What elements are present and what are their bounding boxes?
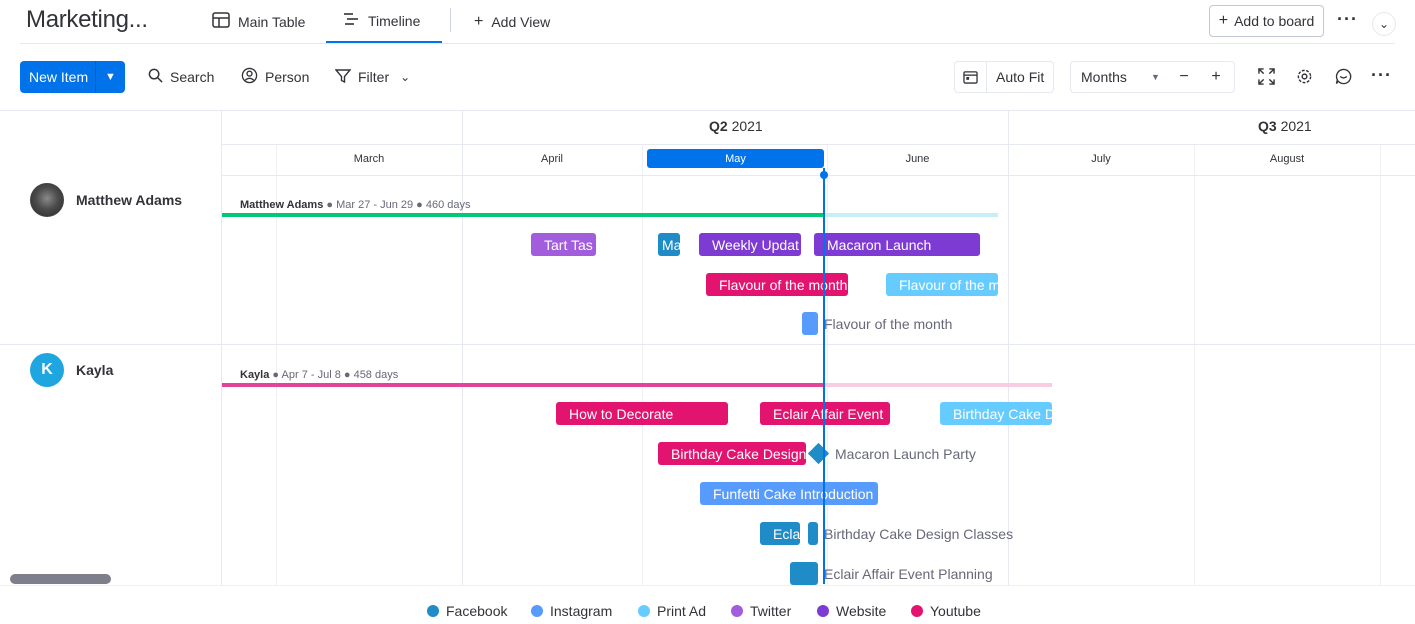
person-row-header[interactable]: K Kayla <box>30 353 113 387</box>
legend-item-print-ad: Print Ad <box>638 603 706 619</box>
zoom-out-button[interactable]: − <box>1179 68 1189 85</box>
chevron-down-icon[interactable]: ⌄ <box>400 70 411 84</box>
group-span-bar-future <box>824 383 1052 387</box>
header-divider <box>20 43 1395 44</box>
legend-item-website: Website <box>817 603 886 619</box>
legend-dot <box>531 605 543 617</box>
caret-down-icon[interactable]: ▼ <box>1151 72 1160 82</box>
timeline-item[interactable]: Tart Tas <box>531 233 596 256</box>
timeline-item-marker[interactable] <box>790 562 818 585</box>
timeline-item[interactable]: Macaron Launch <box>814 233 980 256</box>
tab-label: Main Table <box>238 13 306 30</box>
avatar: K <box>30 353 64 387</box>
timeline-item[interactable]: How to Decorate <box>556 402 728 425</box>
timeline-icon <box>342 11 360 30</box>
group-span-bar <box>222 213 824 217</box>
timeline-item-label: Birthday Cake Design Classes <box>824 526 1014 542</box>
timeline-item[interactable]: Birthday Cake D <box>940 402 1052 425</box>
toolbar-divider <box>0 110 1415 111</box>
legend-item-instagram: Instagram <box>531 603 612 619</box>
zoom-select[interactable]: Months ▼ − + <box>1070 61 1235 93</box>
group-summary: Matthew Adams ● Mar 27 - Jun 29 ● 460 da… <box>240 199 471 211</box>
chevron-down-icon[interactable]: ▼ <box>105 71 116 83</box>
month-label: June <box>905 153 930 165</box>
tab-main-table[interactable]: Main Table <box>212 0 305 43</box>
more-options-icon[interactable]: ··· <box>1337 9 1358 29</box>
tab-divider <box>450 8 451 32</box>
quarter-label: Q3 2021 <box>1258 118 1312 134</box>
auto-fit-button[interactable]: Auto Fit <box>954 61 1054 93</box>
timeline-item[interactable]: Ecla <box>760 522 800 545</box>
add-to-board-button[interactable]: + Add to board <box>1209 5 1324 37</box>
group-summary: Kayla ● Apr 7 - Jul 8 ● 458 days <box>240 369 399 381</box>
quarter-label: Q2 2021 <box>709 118 763 134</box>
filter-button[interactable]: Filter ⌄ <box>334 61 411 93</box>
calendar-icon <box>955 62 987 92</box>
person-row-header[interactable]: Matthew Adams <box>30 183 182 217</box>
milestone-diamond[interactable] <box>807 442 830 465</box>
today-line <box>823 168 825 584</box>
timeline-item-label: Flavour of the month <box>824 316 953 332</box>
legend-item-youtube: Youtube <box>911 603 981 619</box>
add-view-button[interactable]: + Add View <box>474 0 550 43</box>
tab-label: Timeline <box>368 12 421 29</box>
filter-icon <box>334 68 352 87</box>
month-label: April <box>540 153 563 165</box>
timeline-item[interactable]: Birthday Cake Design <box>658 442 806 465</box>
month-label: July <box>1091 153 1111 165</box>
month-label: March <box>353 153 385 165</box>
new-item-button[interactable]: New Item ▼ <box>20 61 125 93</box>
settings-icon[interactable] <box>1296 68 1313 90</box>
legend-dot <box>638 605 650 617</box>
current-month-highlight: May <box>647 149 824 168</box>
timeline-item-marker[interactable] <box>802 312 818 335</box>
timeline-item[interactable]: Eclair Affair Event <box>760 402 890 425</box>
horizontal-scrollbar[interactable] <box>10 574 111 584</box>
group-span-bar-future <box>824 213 998 217</box>
search-button[interactable]: Search <box>148 61 214 93</box>
board-title[interactable]: Marketing... <box>26 6 148 33</box>
legend-item-facebook: Facebook <box>427 603 507 619</box>
legend-dot <box>427 605 439 617</box>
today-marker <box>820 171 828 179</box>
avatar <box>30 183 64 217</box>
search-icon <box>148 68 163 86</box>
add-view-label: Add View <box>491 13 551 30</box>
table-icon <box>212 12 230 31</box>
person-icon <box>241 67 258 87</box>
timeline-item[interactable]: Weekly Updat <box>699 233 801 256</box>
person-filter-button[interactable]: Person <box>241 61 309 93</box>
left-column-divider <box>221 110 222 585</box>
fullscreen-icon[interactable] <box>1258 68 1275 90</box>
timeline-item[interactable]: Flavour of the m <box>886 273 998 296</box>
chat-icon[interactable] <box>1335 68 1352 90</box>
timeline-item[interactable]: Flavour of the month <box>706 273 848 296</box>
plus-icon: + <box>1218 12 1229 29</box>
plus-icon: + <box>474 12 484 30</box>
more-options-icon[interactable]: ··· <box>1371 65 1392 85</box>
legend-item-twitter: Twitter <box>731 603 791 619</box>
group-divider <box>0 344 1415 345</box>
tab-timeline[interactable]: Timeline <box>326 0 442 43</box>
zoom-in-button[interactable]: + <box>1211 68 1221 85</box>
timeline-item-label: Eclair Affair Event Planning <box>824 566 993 582</box>
timeline-item[interactable]: Funfetti Cake Introduction <box>700 482 878 505</box>
timeline-item[interactable]: Ma <box>658 233 680 256</box>
group-span-bar <box>222 383 824 387</box>
legend-bar <box>0 585 1415 624</box>
legend-dot <box>817 605 829 617</box>
timeline-item-label: Macaron Launch Party <box>835 446 976 462</box>
legend-dot <box>731 605 743 617</box>
chevron-down-icon[interactable]: ⌄ <box>1372 12 1396 36</box>
month-label: August <box>1269 153 1305 165</box>
legend-dot <box>911 605 923 617</box>
timeline-item-marker[interactable] <box>808 522 818 545</box>
